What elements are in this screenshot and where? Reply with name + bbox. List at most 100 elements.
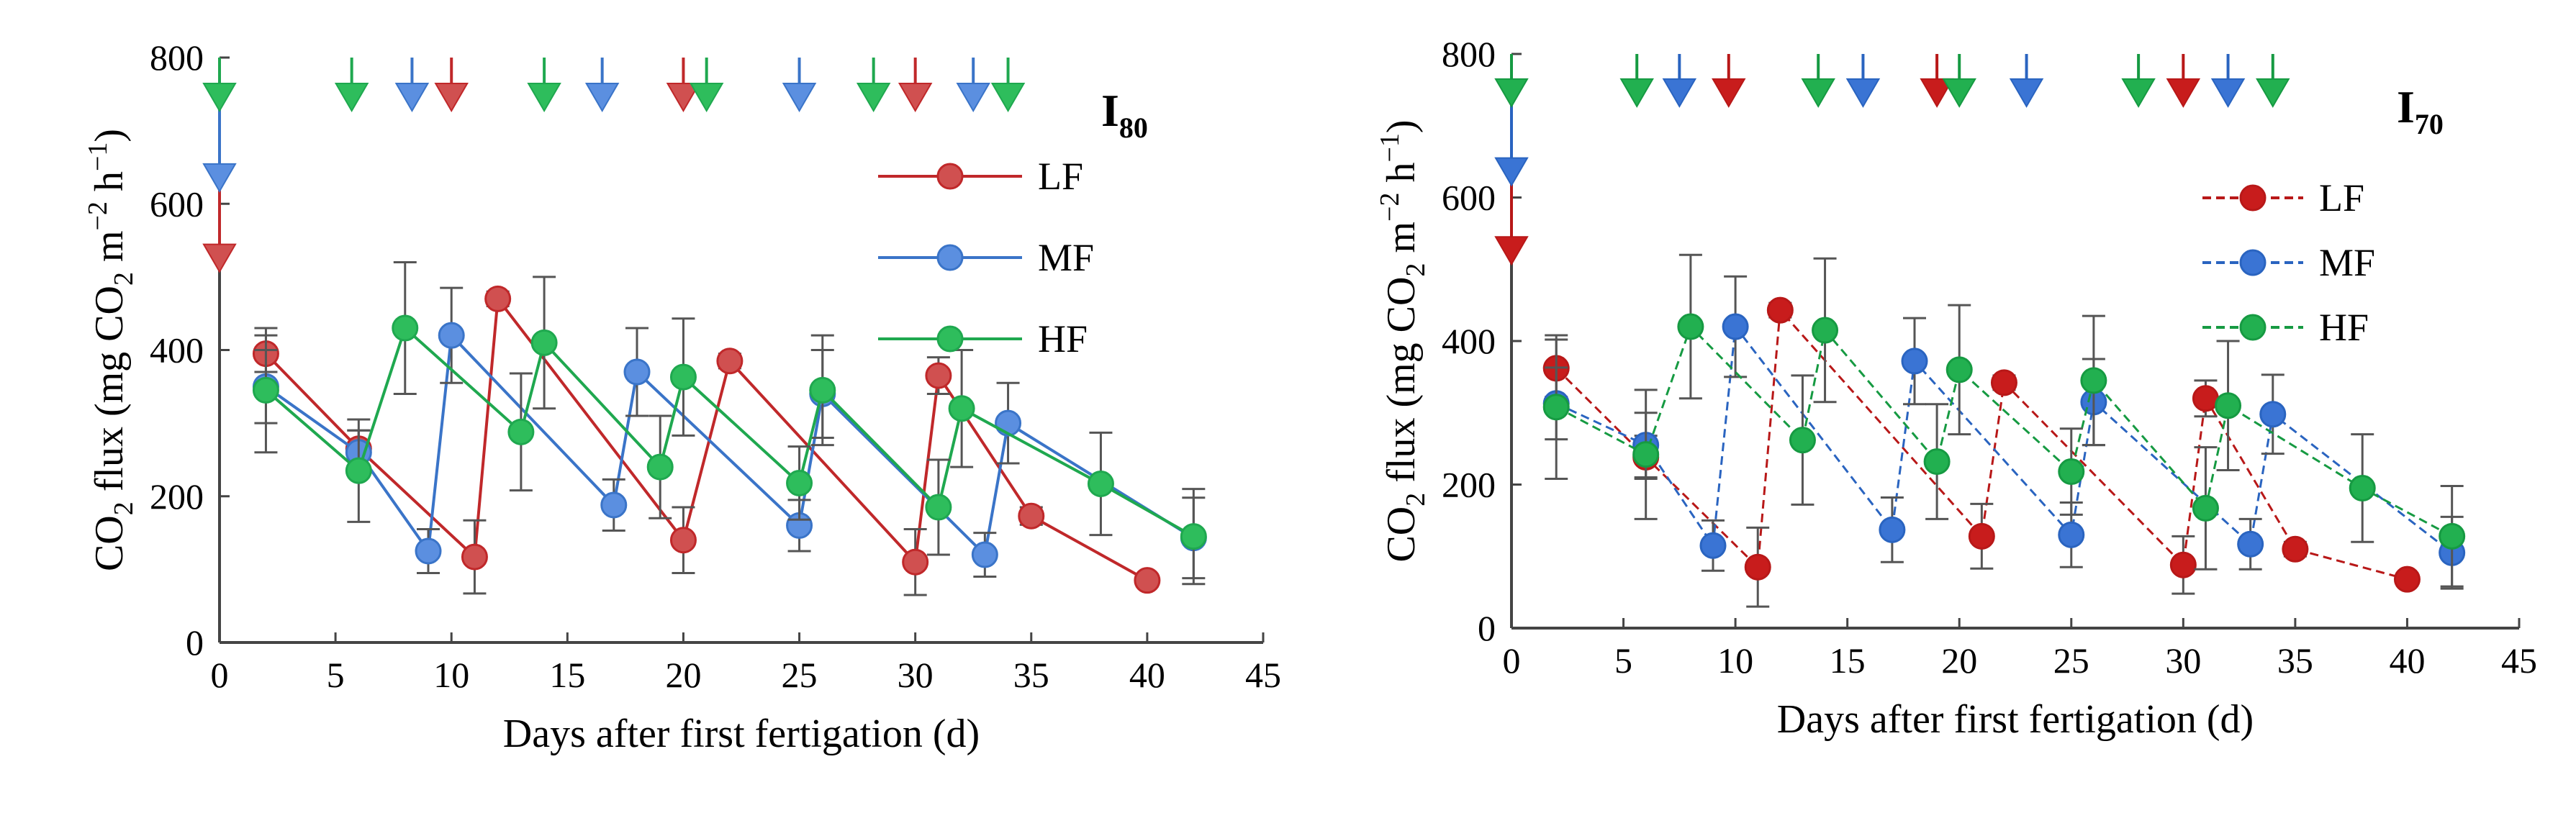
y-title-part: h [1379,163,1424,193]
data-point-hf [2349,474,2376,501]
data-point-mf [1879,516,1906,543]
data-point-hf [1812,317,1839,344]
data-point-lf [1968,522,1995,550]
y-title-sup: −1 [1375,133,1405,162]
data-point-lf [902,548,929,576]
y-tick-label: 600 [1442,178,1496,218]
data-point-hf [1923,448,1951,476]
data-point-lf [2169,551,2197,578]
x-tick-label: 35 [2277,640,2313,681]
y-title-part: flux (mg CO [87,286,132,501]
legend-label-mf: MF [2319,241,2375,284]
y-title-sub: 2 [109,272,139,286]
y-title-sub: 2 [109,501,139,515]
data-point-hf [1789,427,1816,454]
x-tick-label: 25 [2053,640,2089,681]
legend-marker-hf [936,325,964,353]
y-tick-label: 0 [1478,608,1496,648]
data-point-mf [2058,521,2085,548]
data-point-mf [971,541,998,568]
fertigation-arrow-head [1712,78,1746,108]
legend-marker-lf [2239,184,2267,212]
y-title-part: CO [87,515,132,571]
x-tick-label: 45 [2501,640,2537,681]
data-point-hf [786,469,813,496]
fertigation-arrow-head [666,83,701,113]
series-line-lf [1555,307,2408,581]
x-tick-label: 5 [327,655,345,695]
data-point-mf [995,409,1022,437]
y-tick-label: 200 [1442,465,1496,505]
data-point-hf [1087,470,1114,497]
data-point-mf [415,537,442,565]
data-point-hf [1542,394,1570,421]
fertigation-arrow-head [1801,78,1835,108]
y-title-part: ) [87,129,132,142]
data-point-mf [1901,348,1928,375]
y-tick-label: 600 [150,183,204,224]
y-title-sub: 2 [1401,493,1431,507]
x-tick-label: 35 [1013,655,1049,695]
legend-label-lf: LF [2319,176,2364,219]
fertigation-arrow-head [584,83,620,113]
y-title-sup: −2 [1375,193,1405,222]
series-line-lf [265,295,1148,582]
data-point-lf [1134,567,1161,594]
data-point-hf [392,314,419,342]
legend-label-lf: LF [1038,155,1083,198]
data-point-hf [1677,313,1704,340]
fertigation-arrow-head [527,83,561,113]
legend-marker-mf [936,244,964,271]
data-point-hf [925,494,952,521]
x-tick-label: 0 [211,655,229,695]
panel-title-sub: 70 [2415,108,2444,140]
x-tick-label: 25 [782,655,818,695]
data-point-lf [1018,502,1045,530]
x-tick-label: 45 [1245,655,1281,695]
legend-label-mf: MF [1038,236,1094,279]
fertigation-arrow-head [1662,78,1697,108]
x-axis-title: Days after first fertigation (d) [1777,697,2254,742]
data-point-hf [507,418,535,445]
fertigation-arrow-head [2210,78,2246,108]
legend-marker-mf [2239,249,2267,276]
data-point-hf [530,329,558,356]
data-point-mf [1699,532,1727,559]
data-point-lf [1990,369,2017,396]
panel-title-main: I [2397,81,2415,132]
data-point-hf [2080,367,2107,394]
fertigation-arrow-head [689,83,724,113]
fertigation-arrow-head [1942,78,1976,108]
y-title-part: flux (mg CO [1379,277,1424,493]
y-title-part: h [87,171,132,201]
fertigation-arrow-head [1494,157,1529,187]
fertigation-arrow-head [334,83,369,113]
fertigation-arrow-head [1494,236,1529,266]
panel-title: I70 [2397,81,2444,140]
data-point-hf [345,457,372,484]
fertigation-arrow-head [1845,78,1881,108]
x-tick-label: 0 [1503,640,1521,681]
y-title-part: m [87,230,132,272]
x-tick-label: 30 [898,655,934,695]
y-tick-label: 800 [150,37,204,78]
fertigation-arrow-head [394,83,430,113]
data-point-lf [2282,535,2309,563]
fertigation-arrow-head [202,243,237,273]
y-title-part: CO [1379,507,1424,563]
chart-panel-i80: 0 5 10 15 20 25 30 35 40 45 0 200 400 600 800 Days afte… [83,37,1281,756]
y-axis-title: CO2 flux (mg CO2 m−2 h−1) [83,129,139,571]
data-point-lf [925,362,952,389]
fertigation-arrow-head [1619,78,1654,108]
data-point-lf [484,285,512,312]
data-point-mf [2259,401,2287,428]
x-tick-label: 10 [433,655,469,695]
x-tick-label: 15 [1830,640,1866,681]
fertigation-arrow-head [202,83,237,113]
x-axis-title: Days after first fertigation (d) [503,712,980,756]
data-point-lf [2393,566,2421,593]
panel-title: I80 [1101,85,1148,144]
data-point-mf [1722,313,1749,340]
fertigation-arrow-head [1494,78,1529,108]
